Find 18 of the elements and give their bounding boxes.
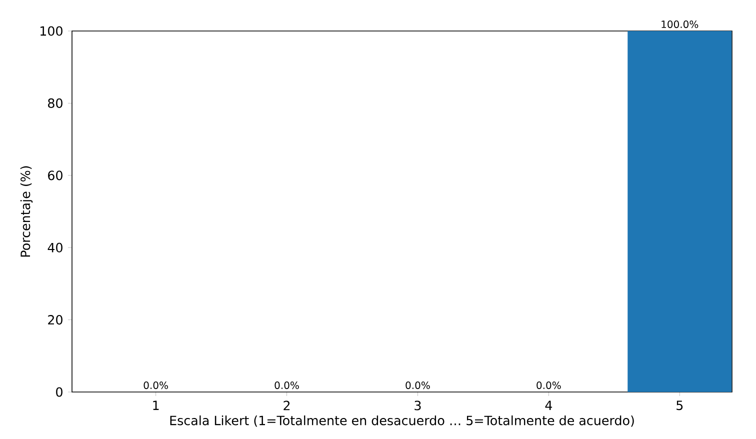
data-label: 0.0% — [536, 382, 561, 390]
x-tick-label: 4 — [545, 400, 552, 410]
y-tick-label: 80 — [48, 98, 62, 108]
y-tick-label: 100 — [40, 26, 62, 36]
data-label: 100.0% — [662, 20, 698, 28]
y-tick-label: 0 — [56, 387, 62, 397]
y-tick-label: 60 — [48, 170, 62, 180]
data-label: 0.0% — [274, 382, 299, 390]
y-tick-label: 40 — [48, 242, 62, 252]
data-label: 0.0% — [406, 382, 430, 390]
x-tick-label: 1 — [153, 400, 159, 410]
x-tick-label: 3 — [414, 400, 421, 410]
data-label: 0.0% — [144, 382, 168, 390]
x-axis-title: Escala Likert (1=Totalmente en desacuerdo … 5=Totalmente de acuerdo) — [170, 415, 634, 427]
y-tick-label: 20 — [48, 315, 62, 325]
x-tick-label: 5 — [676, 400, 683, 410]
x-tick-label: 2 — [284, 400, 290, 410]
y-axis-title: Porcentaje (%) — [20, 166, 33, 257]
